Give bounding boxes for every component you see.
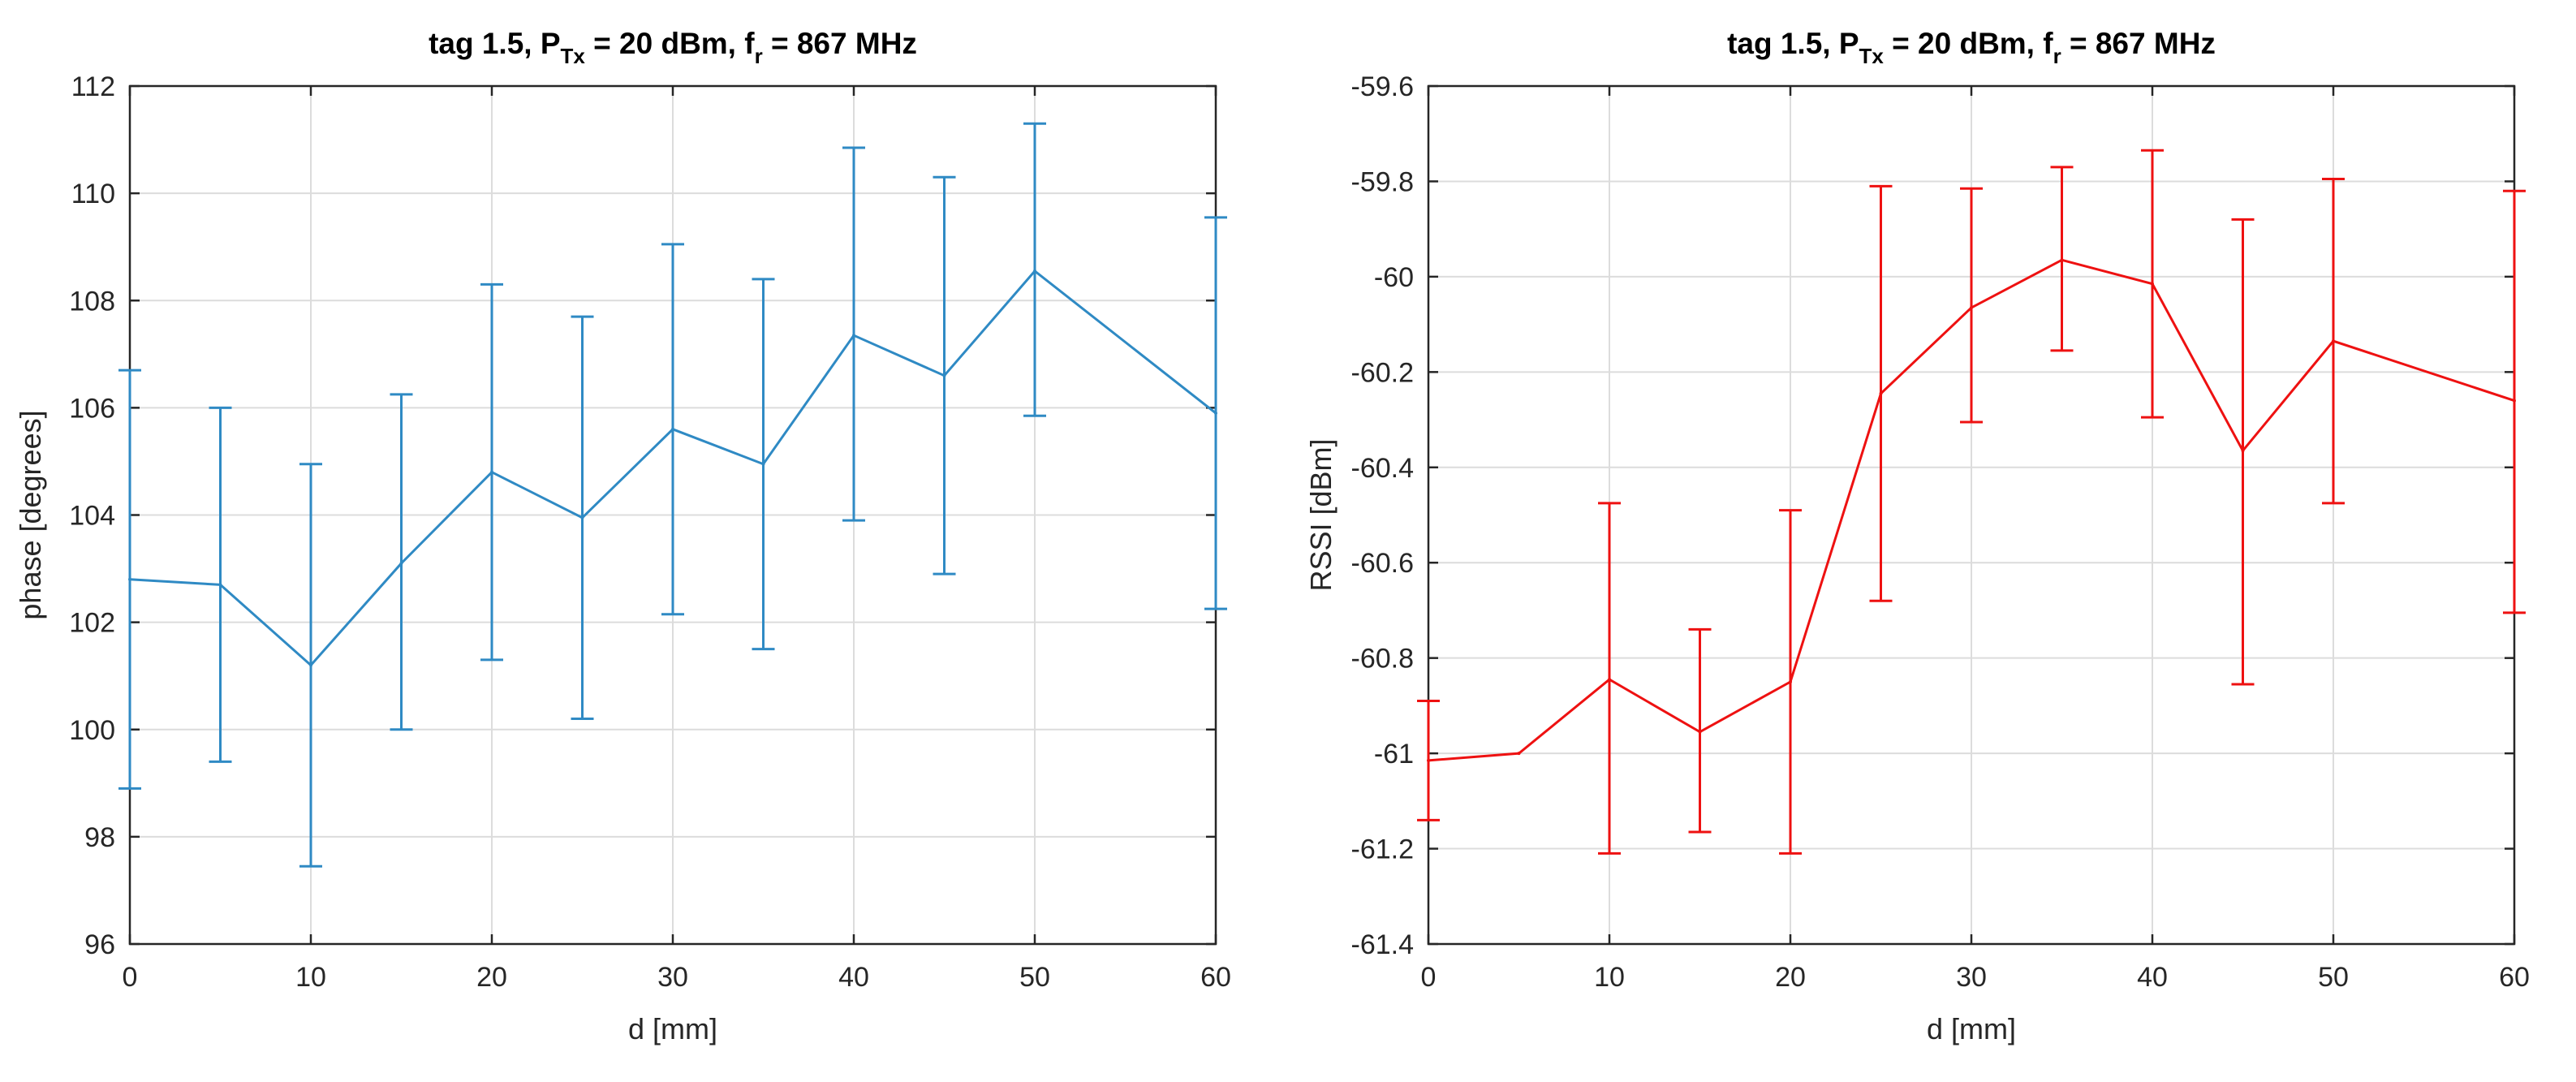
data-point bbox=[2513, 399, 2516, 403]
data-point bbox=[2151, 282, 2154, 286]
title-subscript: r bbox=[2053, 44, 2061, 68]
title-text: = 867 MHz bbox=[2061, 27, 2216, 60]
x-tick-label: 10 bbox=[1594, 962, 1625, 993]
data-point bbox=[128, 577, 131, 581]
x-tick-label: 20 bbox=[1775, 962, 1806, 993]
x-tick-label: 50 bbox=[2318, 962, 2349, 993]
title-text: tag 1.5, P bbox=[429, 27, 560, 60]
y-tick-label: 112 bbox=[71, 71, 115, 102]
y-tick-label: 106 bbox=[69, 393, 115, 424]
data-point bbox=[1214, 411, 1217, 415]
x-tick-label: 0 bbox=[1421, 962, 1437, 993]
data-point bbox=[218, 583, 222, 587]
x-tick-label: 50 bbox=[1019, 962, 1050, 993]
data-point bbox=[1608, 678, 1611, 682]
y-axis-label: phase [degrees] bbox=[14, 410, 47, 619]
data-point bbox=[1698, 730, 1702, 734]
data-point bbox=[2332, 339, 2335, 343]
error-bar bbox=[1960, 187, 1983, 424]
y-tick-label: -60.2 bbox=[1351, 357, 1415, 388]
y-tick-label: -60.8 bbox=[1351, 644, 1415, 675]
title-subscript: r bbox=[755, 44, 763, 68]
data-point bbox=[309, 663, 312, 667]
y-tick-label: -61.2 bbox=[1351, 834, 1415, 865]
y-tick-label: -59.6 bbox=[1351, 71, 1415, 102]
x-axis-label: d [mm] bbox=[628, 1012, 717, 1045]
y-tick-label: -60 bbox=[1374, 262, 1414, 293]
x-tick-label: 0 bbox=[123, 962, 138, 993]
data-point bbox=[580, 515, 584, 519]
y-tick-label: -61.4 bbox=[1351, 929, 1415, 960]
data-point bbox=[942, 373, 946, 377]
y-tick-label: -59.8 bbox=[1351, 166, 1415, 197]
title-text: tag 1.5, P bbox=[1727, 27, 1859, 60]
title-subscript: Tx bbox=[1859, 44, 1885, 68]
data-point bbox=[399, 561, 403, 565]
data-point bbox=[852, 334, 855, 338]
title-text: = 867 MHz bbox=[763, 27, 917, 60]
x-axis-label: d [mm] bbox=[1927, 1012, 2016, 1045]
y-axis-label: RSSI [dBm] bbox=[1304, 438, 1338, 591]
y-tick-label: 98 bbox=[84, 822, 115, 853]
y-tick-label: 102 bbox=[69, 608, 115, 639]
y-tick-label: -60.6 bbox=[1351, 548, 1415, 579]
data-point bbox=[1517, 752, 1521, 756]
x-tick-label: 40 bbox=[2137, 962, 2168, 993]
chart-title: tag 1.5, PTx = 20 dBm, fr = 867 MHz bbox=[429, 27, 917, 68]
y-tick-label: 104 bbox=[69, 501, 115, 532]
x-tick-label: 30 bbox=[657, 962, 688, 993]
x-tick-label: 10 bbox=[295, 962, 326, 993]
title-text: = 20 dBm, f bbox=[1884, 27, 2053, 60]
x-tick-label: 30 bbox=[1956, 962, 1987, 993]
series-line bbox=[1428, 258, 2515, 762]
data-point bbox=[490, 470, 493, 474]
y-tick-label: 96 bbox=[84, 929, 115, 960]
rssi-chart: 0 10 20 30 40 50 60 -61.4 -61.2 -61 -60.8 -60.6 -60.… bbox=[1304, 27, 2530, 1045]
data-point bbox=[1970, 306, 1973, 310]
data-point bbox=[2241, 449, 2245, 453]
data-point bbox=[671, 427, 674, 431]
x-tick-label: 20 bbox=[476, 962, 507, 993]
data-point bbox=[1427, 758, 1430, 762]
title-subscript: Tx bbox=[561, 44, 586, 68]
y-tick-label: 108 bbox=[69, 286, 115, 317]
data-point bbox=[761, 462, 765, 466]
data-point bbox=[1033, 269, 1036, 273]
x-tick-label: 40 bbox=[838, 962, 869, 993]
phase-chart: 0 10 20 30 40 50 60 96 98 100 102 104 106 108 110 112 d … bbox=[14, 27, 1231, 1045]
x-tick-label: 60 bbox=[2499, 962, 2530, 993]
chart-title: tag 1.5, PTx = 20 dBm, fr = 867 MHz bbox=[1727, 27, 2216, 68]
series-line bbox=[129, 269, 1217, 667]
y-tick-label: -61 bbox=[1374, 739, 1414, 769]
y-tick-label: -60.4 bbox=[1351, 453, 1415, 484]
y-tick-label: 110 bbox=[71, 179, 115, 209]
data-point bbox=[1789, 680, 1792, 684]
data-point bbox=[1879, 391, 1883, 395]
y-tick-label: 100 bbox=[69, 715, 115, 746]
data-point bbox=[2060, 258, 2064, 262]
x-tick-label: 60 bbox=[1200, 962, 1231, 993]
title-text: = 20 dBm, f bbox=[585, 27, 755, 60]
